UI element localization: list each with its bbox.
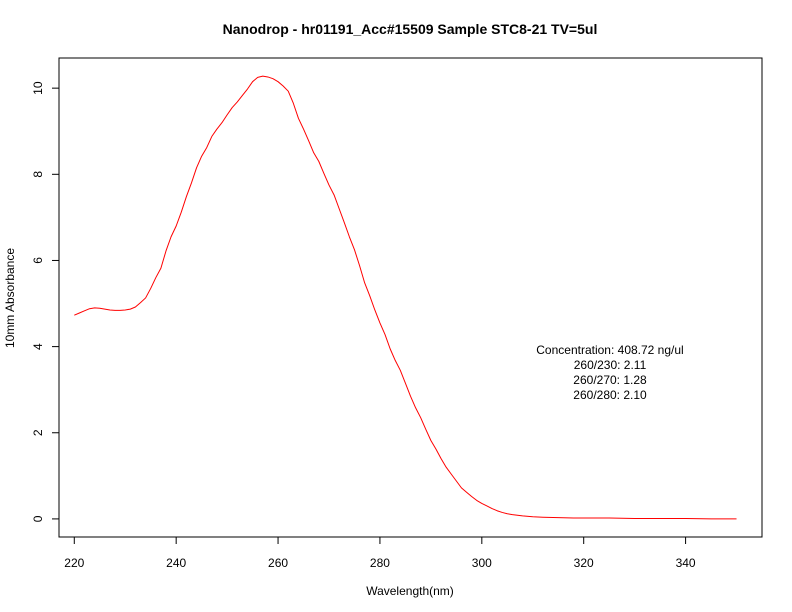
x-axis: 220 240 260 280 300 320 340 <box>64 536 696 570</box>
series-group <box>74 75 737 520</box>
x-tick-label: 240 <box>166 556 186 570</box>
y-tick-label: 0 <box>31 515 45 522</box>
x-axis-label: Wavelength(nm) <box>366 584 454 598</box>
annotation-ratio-260-230: 260/230: 2.11 <box>574 358 647 372</box>
x-tick-label: 220 <box>64 556 84 570</box>
annotation-concentration: Concentration: 408.72 ng/ul <box>536 343 683 357</box>
x-tick-label: 340 <box>676 556 696 570</box>
annotation-ratio-260-270: 260/270: 1.28 <box>573 373 647 387</box>
y-axis: 0 2 4 6 8 10 <box>31 81 60 522</box>
x-tick-label: 320 <box>574 556 594 570</box>
plot-frame <box>58 57 763 538</box>
y-axis-label: 10mm Absorbance <box>3 248 17 348</box>
y-tick-label: 6 <box>31 257 45 264</box>
y-tick-label: 2 <box>31 429 45 436</box>
annotation-group: Concentration: 408.72 ng/ul 260/230: 2.1… <box>536 343 683 402</box>
y-tick-label: 8 <box>31 171 45 178</box>
annotation-ratio-260-280: 260/280: 2.10 <box>573 388 647 402</box>
absorbance-series-line <box>74 75 737 520</box>
y-tick-label: 10 <box>31 81 45 95</box>
x-tick-label: 280 <box>370 556 390 570</box>
x-tick-label: 300 <box>472 556 492 570</box>
y-tick-label: 4 <box>31 343 45 350</box>
x-tick-label: 260 <box>268 556 288 570</box>
chart-title: Nanodrop - hr01191_Acc#15509 Sample STC8… <box>223 21 598 37</box>
